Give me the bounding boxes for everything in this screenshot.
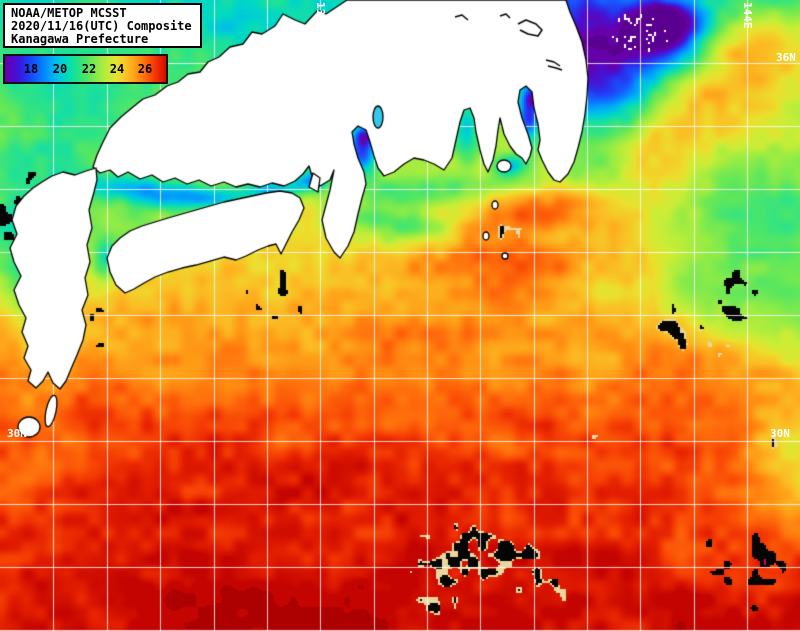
title-line-region: Kanagawa Prefecture [11,32,149,46]
title-box: NOAA/METOP MCSST 2020/11/16(UTC) Composi… [3,3,202,48]
grid-coordinate-label: 30N [770,427,790,440]
colorbar-tick: 22 [81,62,97,76]
title-line-source: NOAA/METOP MCSST [11,6,127,20]
colorbar-tick: 26 [137,62,153,76]
colorbar-tick: 18 [23,62,39,76]
grid-coordinate-label: 144E [741,2,754,29]
grid-coordinate-label: 36N [776,51,796,64]
colorbar-tick: 24 [109,62,125,76]
grid-coordinate-label: 136E [314,2,327,29]
grid-coordinate-label: 30N [7,427,27,440]
title-line-date: 2020/11/16(UTC) Composite [11,19,192,33]
temperature-colorbar: 18 20 22 24 26 [3,54,168,84]
colorbar-tick: 20 [52,62,68,76]
